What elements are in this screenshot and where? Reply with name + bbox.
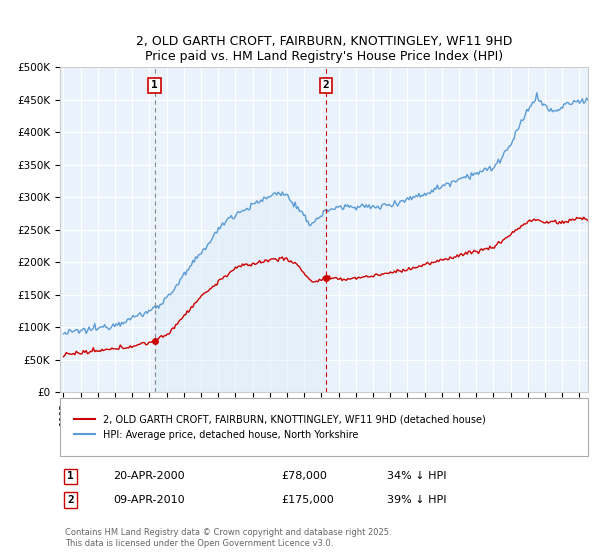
Text: 39% ↓ HPI: 39% ↓ HPI [388, 495, 447, 505]
Text: £78,000: £78,000 [282, 472, 328, 482]
Text: Contains HM Land Registry data © Crown copyright and database right 2025.
This d: Contains HM Land Registry data © Crown c… [65, 528, 392, 548]
Title: 2, OLD GARTH CROFT, FAIRBURN, KNOTTINGLEY, WF11 9HD
Price paid vs. HM Land Regis: 2, OLD GARTH CROFT, FAIRBURN, KNOTTINGLE… [136, 35, 512, 63]
Text: 2: 2 [323, 81, 329, 90]
Text: £175,000: £175,000 [282, 495, 335, 505]
Legend: 2, OLD GARTH CROFT, FAIRBURN, KNOTTINGLEY, WF11 9HD (detached house), HPI: Avera: 2, OLD GARTH CROFT, FAIRBURN, KNOTTINGLE… [70, 410, 490, 444]
Text: 2: 2 [67, 495, 74, 505]
Text: 20-APR-2000: 20-APR-2000 [113, 472, 184, 482]
Text: 1: 1 [67, 472, 74, 482]
Text: 09-APR-2010: 09-APR-2010 [113, 495, 184, 505]
FancyBboxPatch shape [60, 398, 588, 456]
Text: 1: 1 [151, 81, 158, 90]
Text: 34% ↓ HPI: 34% ↓ HPI [388, 472, 447, 482]
